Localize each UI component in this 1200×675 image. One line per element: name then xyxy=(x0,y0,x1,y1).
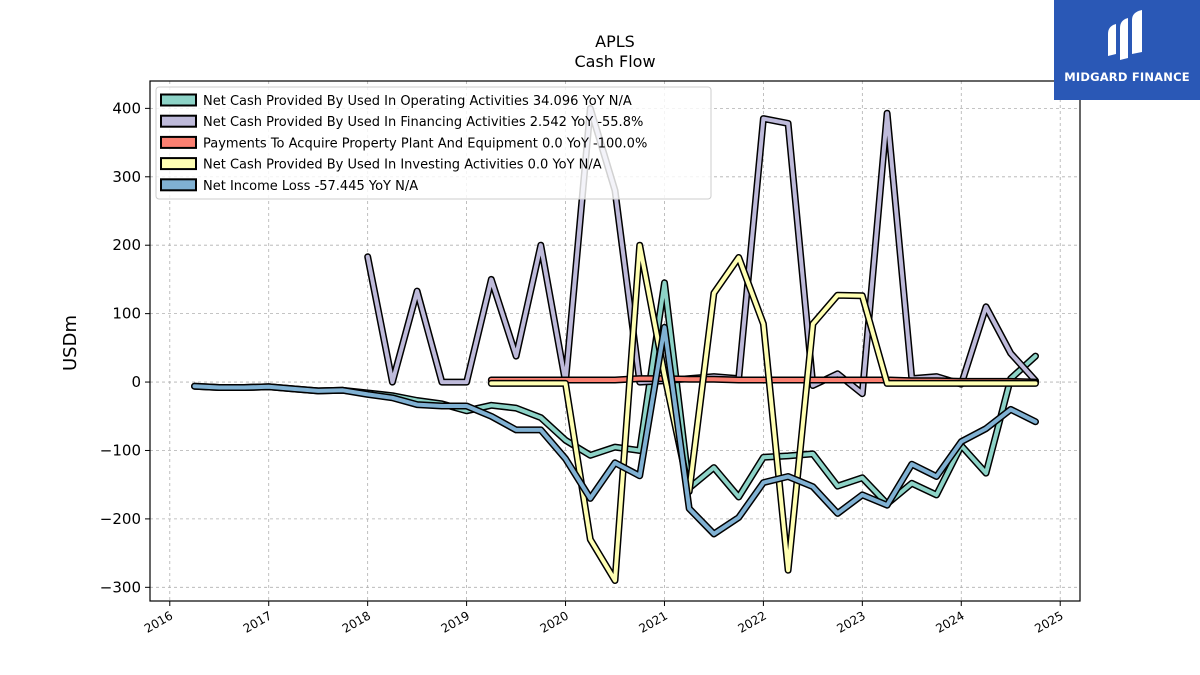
brand-logo: MIDGARD FINANCE xyxy=(1054,0,1200,100)
legend-label: Net Income Loss -57.445 YoY N/A xyxy=(203,179,418,194)
y-axis-ticks: −300 −200 −100 0 100 200 300 400 xyxy=(100,99,150,596)
x-tick-label: 2016 xyxy=(142,608,175,635)
legend-swatch xyxy=(160,178,197,192)
chart-subtitle: Cash Flow xyxy=(574,52,655,71)
series-layer xyxy=(191,104,1039,584)
x-tick-label: 2020 xyxy=(538,608,571,635)
x-tick-label: 2021 xyxy=(637,608,670,635)
y-tick-label: −200 xyxy=(100,510,141,528)
series-line-4 xyxy=(192,325,1038,536)
y-tick-label: −300 xyxy=(100,578,141,596)
x-tick-label: 2017 xyxy=(241,608,274,635)
x-tick-label: 2024 xyxy=(933,608,966,635)
legend-label: Net Cash Provided By Used In Investing A… xyxy=(203,158,602,173)
y-axis-label: USDm xyxy=(60,315,81,371)
legend-label: Net Cash Provided By Used In Operating A… xyxy=(203,94,632,109)
x-tick-label: 2018 xyxy=(340,608,373,635)
legend: Net Cash Provided By Used In Operating A… xyxy=(155,86,712,200)
legend-swatch xyxy=(160,157,197,171)
legend-label: Payments To Acquire Property Plant And E… xyxy=(203,136,647,151)
chart-title: APLS xyxy=(595,32,635,51)
y-tick-label: 200 xyxy=(112,236,141,254)
y-tick-label: −100 xyxy=(100,441,141,459)
legend-swatch xyxy=(160,93,197,107)
plot-area-frame xyxy=(149,80,1081,602)
x-tick-label: 2023 xyxy=(834,608,867,635)
legend-label: Net Cash Provided By Used In Financing A… xyxy=(203,115,643,130)
y-tick-label: 300 xyxy=(112,168,141,186)
y-tick-label: 0 xyxy=(131,373,141,391)
x-tick-label: 2022 xyxy=(735,608,768,635)
legend-swatch xyxy=(160,135,197,149)
x-tick-label: 2025 xyxy=(1032,608,1065,635)
legend-frame xyxy=(155,86,712,200)
brand-name: MIDGARD FINANCE xyxy=(1064,70,1190,84)
x-tick-label: 2019 xyxy=(439,608,472,635)
y-tick-label: 400 xyxy=(112,99,141,117)
midgard-m-icon xyxy=(1108,10,1142,60)
x-axis-ticks: 2016 2017 2018 2019 2020 2021 2022 2023 2024 2025 xyxy=(142,601,1066,636)
y-tick-label: 100 xyxy=(112,305,141,323)
legend-swatch xyxy=(160,114,197,128)
